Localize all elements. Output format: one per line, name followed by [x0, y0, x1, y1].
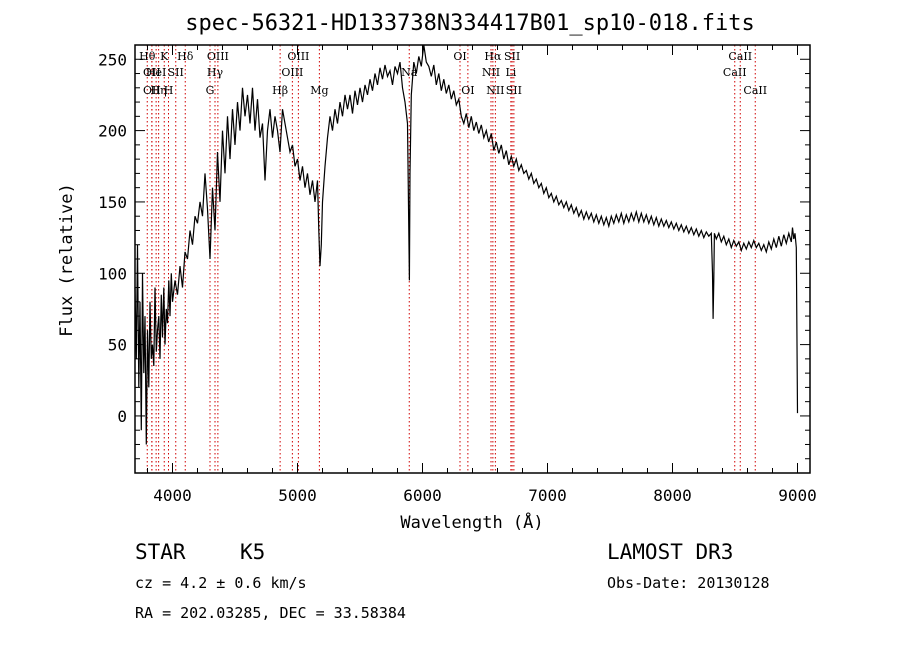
line-marker-label: OIII [207, 50, 229, 63]
y-tick-label: 200 [98, 122, 127, 141]
line-marker-label: NII [486, 84, 504, 97]
line-marker-label: K [160, 50, 169, 63]
line-marker-label: Hβ [272, 84, 288, 97]
line-marker-label: Hγ [207, 66, 224, 79]
line-marker-label: Mg [310, 84, 328, 97]
line-marker-label: Li [505, 66, 516, 79]
line-marker-label: OII [143, 66, 161, 79]
line-marker-labels: HθOIIOIIHeIHηKHSIIHδGHγOIIIHβOIIIOIIIMgN… [139, 50, 767, 97]
redshift-velocity: cz = 4.2 ± 0.6 km/s [135, 574, 307, 592]
line-marker-label: Hδ [177, 50, 194, 63]
line-marker-label: H [164, 84, 174, 97]
line-marker-label: OIII [281, 66, 303, 79]
line-marker-label: SII [504, 50, 520, 63]
x-tick-label: 8000 [653, 486, 692, 505]
coordinates: RA = 202.03285, DEC = 33.58384 [135, 604, 406, 622]
line-marker-label: G [206, 84, 215, 97]
x-tick-label: 9000 [778, 486, 817, 505]
observation-date: Obs-Date: 20130128 [607, 574, 770, 592]
y-tick-label: 150 [98, 193, 127, 212]
object-class: STAR [135, 540, 186, 564]
line-marker-label: NII [482, 66, 500, 79]
spectral-subclass: K5 [240, 540, 266, 564]
line-marker-label: CaII [723, 66, 747, 79]
y-axis: 0 50 100 150 200 250 [98, 44, 810, 474]
x-axis-label: Wavelength (Å) [400, 511, 543, 533]
line-marker-label: HeI [146, 66, 166, 79]
y-tick-label: 100 [98, 264, 127, 283]
x-tick-label: 7000 [528, 486, 567, 505]
x-tick-label: 6000 [403, 486, 442, 505]
y-axis-label: Flux (relative) [57, 183, 77, 337]
chart-title: spec-56321-HD133738N334417B01_sp10-018.f… [185, 11, 755, 36]
x-axis: 4000 5000 6000 7000 8000 9000 [147, 45, 817, 505]
line-marker-label: CaII [728, 50, 752, 63]
plot-frame [134, 44, 811, 474]
survey-name: LAMOST DR3 [607, 540, 734, 564]
line-marker-label: SII [168, 66, 184, 79]
line-marker-label: SII [506, 84, 522, 97]
line-marker-label: Hθ [139, 50, 156, 63]
y-tick-label: 250 [98, 50, 127, 69]
line-marker-label: OI [453, 50, 466, 63]
line-marker-label: OIII [287, 50, 309, 63]
line-marker-label: Hη [151, 84, 167, 97]
x-tick-label: 4000 [153, 486, 192, 505]
line-marker-label: OII [143, 84, 161, 97]
spectrum-line [134, 44, 799, 445]
y-tick-label: 0 [117, 407, 127, 426]
line-marker-label: CaII [743, 84, 767, 97]
x-tick-label: 5000 [278, 486, 317, 505]
y-tick-label: 50 [108, 336, 127, 355]
line-marker-label: OI [461, 84, 474, 97]
line-marker-label: Hα [484, 50, 502, 63]
